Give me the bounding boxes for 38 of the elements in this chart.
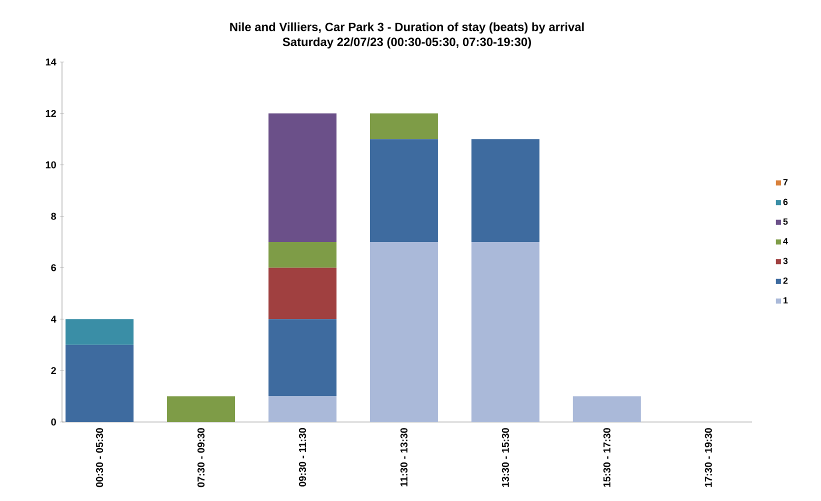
bar — [268, 113, 336, 242]
chart-subtitle: Saturday 22/07/23 (00:30-05:30, 07:30-19:30) — [282, 37, 531, 48]
bar — [268, 319, 336, 396]
y-tick-label: 10 — [46, 161, 56, 168]
legend-label: 1 — [784, 297, 788, 304]
x-tick-label: 09:30 - 11:30 — [298, 428, 306, 487]
legend-label: 2 — [783, 278, 788, 284]
y-tick-label: 8 — [51, 212, 56, 220]
bar — [66, 319, 134, 345]
legend-label: 6 — [783, 198, 788, 206]
bar — [370, 113, 438, 140]
x-tick-label: 07:30 - 09:30 — [197, 428, 205, 488]
x-tick-label: 17:30 - 19:30 — [704, 428, 712, 487]
bar — [471, 242, 540, 422]
legend-label: 7 — [783, 179, 788, 186]
bar — [268, 242, 336, 268]
legend-label: 5 — [783, 218, 788, 225]
bar — [66, 344, 134, 422]
chart-title: Nile and Villiers, Car Park 3 - Duration of stay (beats) by arrival — [230, 22, 584, 34]
bar — [268, 268, 336, 320]
y-tick-label: 2 — [51, 367, 56, 374]
x-tick-label: 13:30 - 15:30 — [502, 428, 509, 487]
legend-label: 3 — [783, 258, 788, 264]
legend-label: 4 — [783, 238, 788, 244]
y-tick-label: 6 — [51, 264, 56, 272]
bar — [572, 396, 641, 422]
bar — [268, 396, 336, 422]
y-tick-label: 4 — [50, 316, 56, 323]
y-tick-label: 0 — [51, 418, 56, 426]
bar — [370, 242, 438, 422]
y-tick-label: 14 — [46, 58, 56, 66]
x-tick-label: 00:30 - 05:30 — [96, 428, 104, 488]
x-tick-label: 11:30 - 13:30 — [400, 428, 408, 486]
bar — [471, 139, 540, 242]
bar — [370, 139, 438, 242]
x-tick-label: 15:30 - 17:30 — [603, 428, 610, 487]
y-tick-label: 12 — [46, 110, 56, 117]
bar — [167, 396, 236, 422]
